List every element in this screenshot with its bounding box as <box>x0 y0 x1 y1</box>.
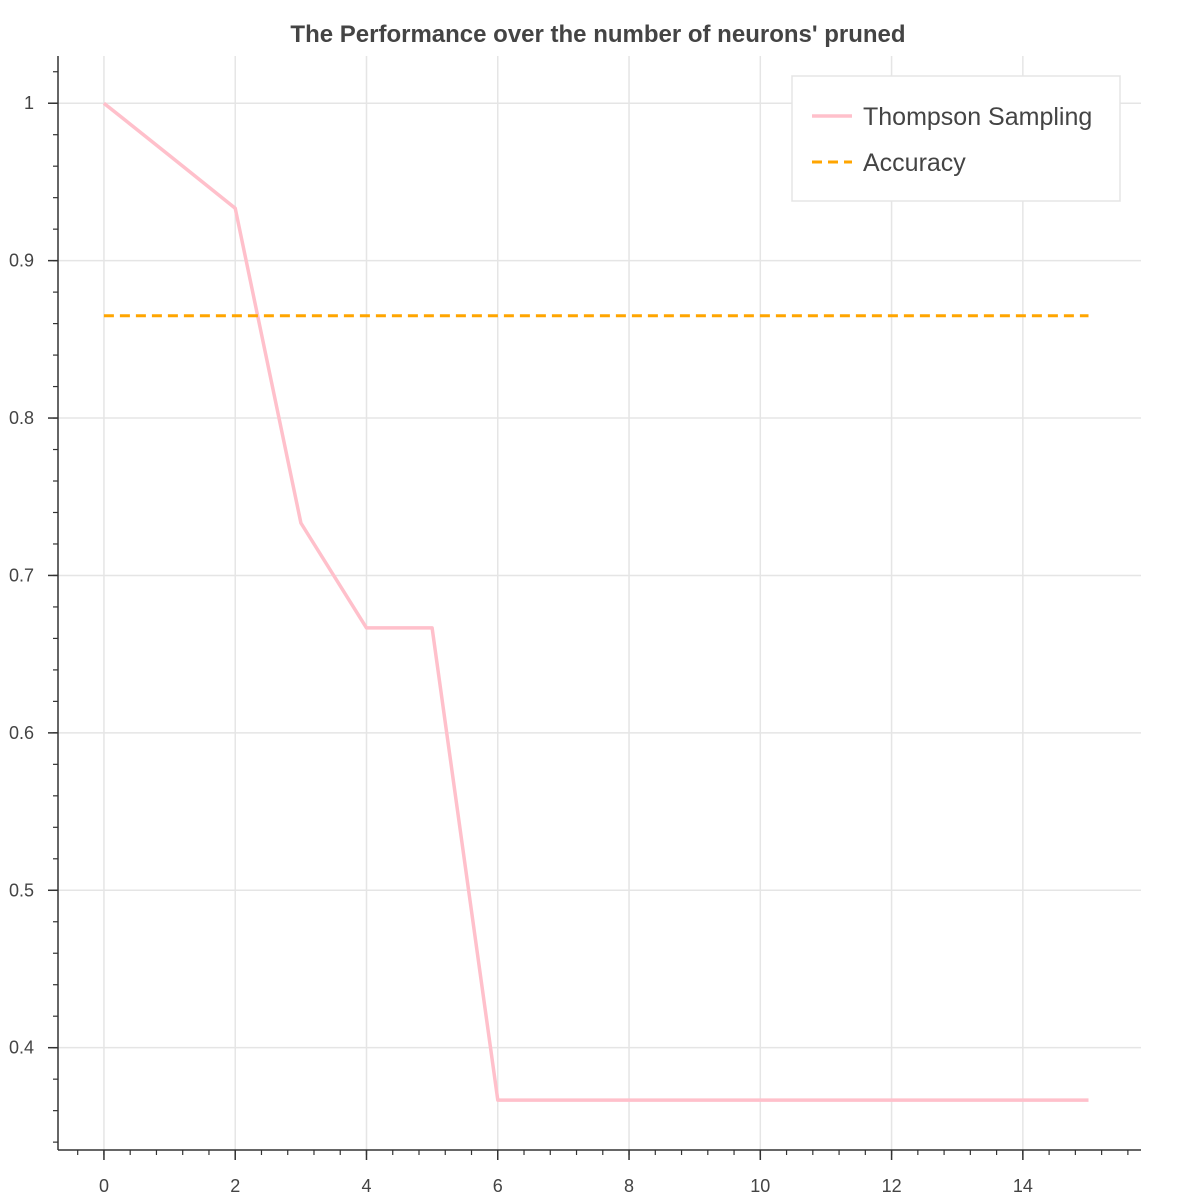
series-line-1 <box>102 101 1089 1102</box>
legend-box <box>791 75 1121 202</box>
x-tick-label: 0 <box>99 1176 109 1196</box>
y-tick-label: 0.4 <box>9 1038 34 1058</box>
series-layer <box>102 101 1089 1102</box>
y-tick-label: 1 <box>24 93 34 113</box>
legend-label: Accuracy <box>863 149 966 177</box>
y-tick-label: 0.6 <box>9 723 34 743</box>
y-tick-label: 0.7 <box>9 565 34 585</box>
x-tick-label: 6 <box>493 1176 503 1196</box>
y-tick-label: 0.5 <box>9 880 34 900</box>
legend-label: Thompson Sampling <box>863 103 1092 131</box>
y-tick-label: 0.8 <box>9 408 34 428</box>
y-tick-label: 0.9 <box>9 251 34 271</box>
x-tick-label: 4 <box>361 1176 371 1196</box>
axes: 0 2 4 6 8 10 12 14 0.4 0.5 0.6 0.7 0.8 0.9 1 <box>9 56 1141 1196</box>
legend: Thompson Sampling Accuracy <box>791 75 1121 202</box>
grid <box>58 56 1141 1150</box>
x-tick-label: 8 <box>624 1176 634 1196</box>
x-tick-label: 10 <box>750 1176 770 1196</box>
x-tick-label: 12 <box>882 1176 902 1196</box>
chart-title: The Performance over the number of neuro… <box>290 21 905 48</box>
x-tick-label: 2 <box>230 1176 240 1196</box>
x-tick-label: 14 <box>1013 1176 1033 1196</box>
